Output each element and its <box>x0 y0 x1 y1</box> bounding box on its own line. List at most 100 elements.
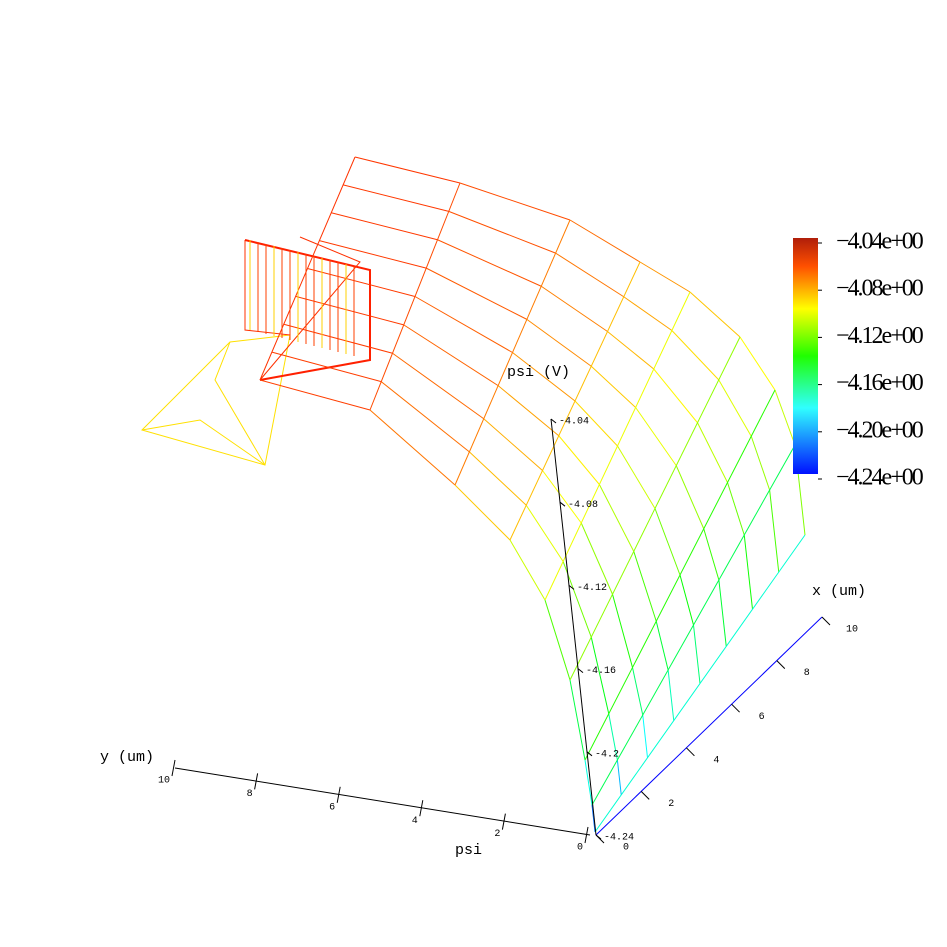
mesh-line <box>633 551 657 622</box>
x-tick <box>640 791 650 800</box>
z-tick <box>550 418 557 424</box>
colorbar-tick-label: −4.12e+00 <box>836 323 924 349</box>
mesh-line <box>623 296 673 331</box>
mesh-line <box>343 184 449 212</box>
mesh-line <box>569 336 741 681</box>
mesh-line <box>259 156 356 381</box>
mesh-line <box>642 714 648 758</box>
mesh-line <box>655 621 669 671</box>
mesh-line <box>590 637 610 714</box>
mesh-line <box>580 522 613 595</box>
z-axis-label: psi (V) <box>507 364 570 381</box>
x-tick-label: 6 <box>759 712 765 723</box>
mesh-line <box>403 324 499 387</box>
mesh-line <box>750 436 771 491</box>
mesh-line <box>544 599 571 681</box>
colorbar-tick-label: −4.20e+00 <box>836 417 924 443</box>
z-tick <box>577 668 584 673</box>
y-tick <box>336 786 341 803</box>
y-tick-label: 4 <box>412 816 418 827</box>
mesh-line <box>319 240 427 269</box>
mesh-line <box>727 482 745 536</box>
mesh-line <box>675 465 705 529</box>
z-tick <box>568 585 575 590</box>
mesh-line <box>616 759 622 795</box>
mesh-line <box>608 713 618 761</box>
mesh-line <box>454 219 571 486</box>
mesh-line <box>598 484 635 552</box>
z-tick <box>586 751 593 757</box>
mesh-region <box>141 334 291 466</box>
mesh-line <box>679 574 694 626</box>
mesh-line <box>667 669 675 721</box>
mesh-line <box>380 381 470 453</box>
wireframe-surface <box>141 156 806 833</box>
x-tick-label: 2 <box>668 799 674 810</box>
mesh-line <box>653 368 698 424</box>
mesh-line <box>271 351 382 383</box>
z-tick-label: -4.24 <box>604 833 634 844</box>
mesh-line <box>259 236 361 381</box>
x-tick <box>821 616 831 626</box>
mesh-line <box>689 291 741 338</box>
mesh-line <box>654 508 681 576</box>
x-axis-label: x (um) <box>812 583 866 600</box>
mesh-line <box>594 534 806 833</box>
colorbar <box>793 238 818 474</box>
mesh-line <box>555 252 625 298</box>
y-tick-label: 6 <box>329 802 335 813</box>
x-tick <box>686 747 695 757</box>
colorbar-tick-label: −4.04e+00 <box>836 229 924 255</box>
mesh-line <box>414 296 513 353</box>
mesh-line <box>774 389 796 446</box>
mesh-line <box>426 267 528 320</box>
y-tick <box>584 826 589 844</box>
mesh-line <box>693 624 701 684</box>
mesh-line <box>612 594 633 668</box>
mesh-line <box>141 419 266 466</box>
x-tick-label: 10 <box>846 625 858 636</box>
mesh-line <box>591 444 796 806</box>
mesh-line <box>591 804 596 833</box>
mesh-line <box>459 182 571 221</box>
mesh-line <box>369 409 456 486</box>
x-tick-label: 4 <box>713 755 719 766</box>
mesh-line <box>617 445 656 509</box>
mesh-line <box>718 379 752 437</box>
y-tick-label: 8 <box>247 789 253 800</box>
mesh-line <box>739 336 776 391</box>
mesh-line <box>569 219 641 263</box>
z-tick <box>559 501 566 507</box>
mesh-line <box>244 239 371 381</box>
z-tick-label: -4.04 <box>559 417 589 428</box>
x-tick <box>731 703 740 713</box>
mesh-line <box>369 182 461 411</box>
mesh-line <box>392 352 485 420</box>
y-tick <box>254 773 259 790</box>
mesh-line <box>307 268 416 297</box>
mesh-line <box>509 539 546 601</box>
mesh-line <box>244 240 291 336</box>
y-tick-label: 0 <box>577 843 583 854</box>
mesh-line <box>331 212 438 241</box>
x-tick-label: 0 <box>623 843 629 854</box>
colorbar-tick-label: −4.24e+00 <box>836 465 924 491</box>
mesh-line <box>639 261 691 293</box>
mesh-line <box>769 489 780 573</box>
y-tick-label: 2 <box>494 829 500 840</box>
mesh-line <box>743 534 753 610</box>
mesh-line <box>509 261 641 541</box>
z-tick-label: -4.08 <box>568 500 598 511</box>
mesh-line <box>671 330 720 381</box>
mesh-line <box>569 679 586 761</box>
mesh-line <box>259 379 371 411</box>
mesh-line <box>512 352 576 402</box>
mesh-line <box>718 579 727 647</box>
mesh-line <box>590 365 636 408</box>
y-tick <box>501 813 506 830</box>
mesh-line <box>584 389 776 761</box>
z-tick-label: -4.16 <box>586 666 616 677</box>
colorbar-tick-label: −4.16e+00 <box>836 370 924 396</box>
y-tick-label: 10 <box>158 776 170 787</box>
